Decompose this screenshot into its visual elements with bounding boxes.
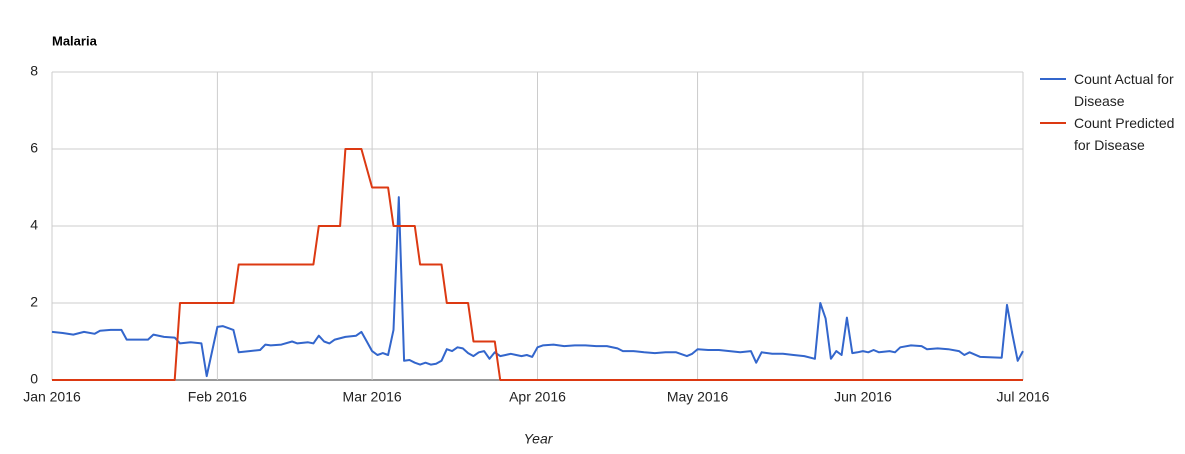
chart-title: Malaria <box>52 33 98 48</box>
x-tick-label: Feb 2016 <box>188 389 247 405</box>
data-line <box>52 148 1023 381</box>
y-tick-label: 2 <box>30 294 38 310</box>
y-tick-label: 6 <box>30 140 38 156</box>
x-tick-label: May 2016 <box>667 389 729 405</box>
x-tick-label: Jul 2016 <box>997 389 1050 405</box>
y-tick-label: 4 <box>30 217 38 233</box>
legend-label: Count Actual for Disease <box>1074 71 1174 109</box>
legend-entry: Count Predicted for Disease <box>1074 115 1175 153</box>
data-line <box>51 196 1024 378</box>
x-tick-label: Jun 2016 <box>834 389 892 405</box>
x-tick-label: Jan 2016 <box>23 389 81 405</box>
x-tick-label: Mar 2016 <box>343 389 402 405</box>
x-axis-title: Year <box>524 431 554 447</box>
y-tick-label: 0 <box>30 371 38 387</box>
x-tick-label: Apr 2016 <box>509 389 566 405</box>
y-tick-label: 8 <box>30 63 38 79</box>
legend-label: Count Predicted for Disease <box>1074 115 1175 153</box>
legend-entry: Count Actual for Disease <box>1074 71 1174 109</box>
